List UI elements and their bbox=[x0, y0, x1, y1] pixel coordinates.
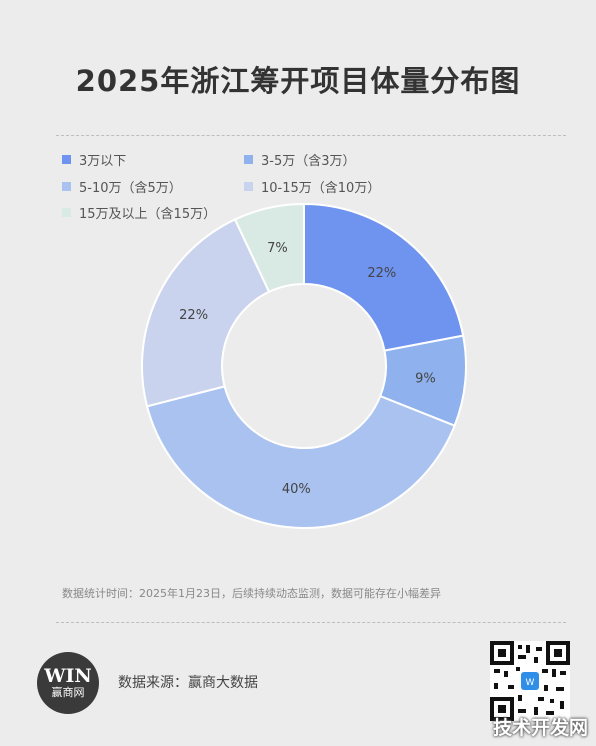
legend-item: 5-10万（含5万） bbox=[62, 177, 182, 196]
legend-item: 10-15万（含10万） bbox=[244, 177, 380, 196]
slice-value-label: 9% bbox=[415, 371, 436, 386]
chart-title: 2025年浙江筹开项目体量分布图 bbox=[75, 64, 521, 98]
slice-value-label: 40% bbox=[282, 482, 311, 497]
slice-value-label: 22% bbox=[367, 266, 396, 281]
logo-mark: WIN bbox=[44, 665, 92, 687]
donut-slice bbox=[141, 218, 271, 408]
qr-code-icon: W bbox=[490, 641, 570, 721]
legend-swatch bbox=[244, 155, 253, 164]
slice-value-label: 22% bbox=[179, 308, 208, 323]
logo-text: 赢商网 bbox=[51, 686, 85, 699]
legend-item: 3-5万（含3万） bbox=[244, 150, 356, 169]
donut-slice bbox=[145, 385, 456, 529]
legend-label: 10-15万（含10万） bbox=[261, 181, 381, 196]
footnote: 数据统计时间：2025年1月23日，后续持续动态监测，数据可能存在小幅差异 bbox=[62, 587, 441, 600]
watermark: 技术开发网 bbox=[492, 717, 588, 739]
legend-label: 15万及以上（含15万） bbox=[79, 207, 217, 222]
donut-slice bbox=[233, 202, 305, 294]
donut-slice bbox=[303, 202, 465, 352]
slice-value-label: 7% bbox=[267, 241, 288, 256]
legend-swatch bbox=[62, 182, 71, 191]
legend-label: 3-5万（含3万） bbox=[261, 154, 356, 169]
legend-item: 3万以下 bbox=[62, 150, 126, 169]
legend-swatch bbox=[62, 155, 71, 164]
legend-label: 5-10万（含5万） bbox=[79, 181, 182, 196]
top-divider bbox=[56, 135, 566, 136]
legend-item: 15万及以上（含15万） bbox=[62, 203, 216, 222]
bottom-divider bbox=[56, 622, 566, 623]
svg-text:W: W bbox=[526, 678, 535, 688]
legend-swatch bbox=[62, 208, 71, 217]
winshang-logo: WIN 赢商网 bbox=[37, 652, 99, 714]
legend-label: 3万以下 bbox=[79, 154, 127, 169]
data-source: 数据来源：赢商大数据 bbox=[118, 675, 258, 691]
legend-swatch bbox=[244, 182, 253, 191]
